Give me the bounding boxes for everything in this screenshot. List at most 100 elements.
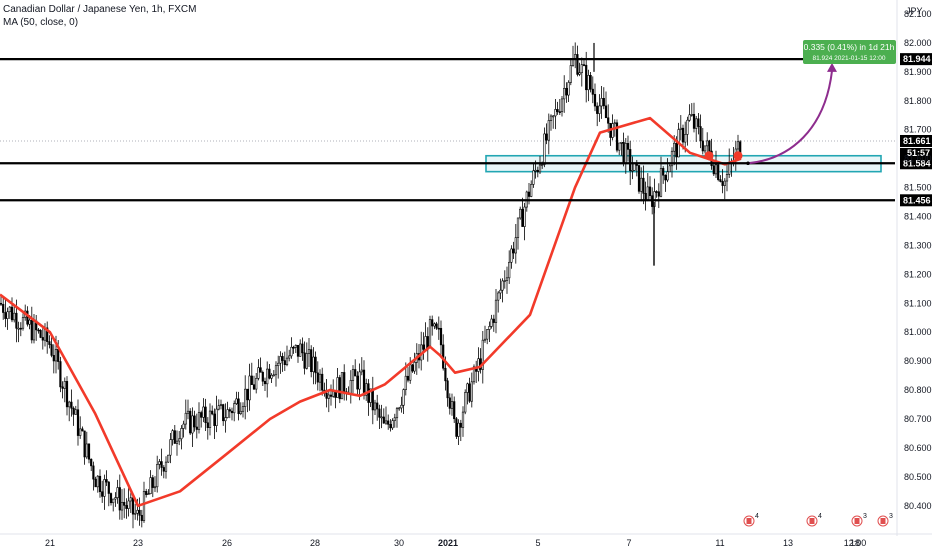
candle-body <box>349 380 352 394</box>
candle-body <box>52 355 55 362</box>
level-price-tag: 81.456 <box>900 194 932 207</box>
candle-body <box>437 327 440 330</box>
projection-arrow: 0.335 (0.41%) in 1d 21h 81.924 2021-01-15… <box>746 40 896 166</box>
price-tick-label: 82.000 <box>904 38 932 48</box>
candle-body <box>239 410 242 415</box>
indicator-legend[interactable]: MA (50, close, 0) <box>3 17 79 28</box>
candle-body <box>307 349 311 354</box>
candle-body <box>681 127 685 143</box>
candle-body <box>629 149 632 171</box>
candle-body <box>448 397 451 409</box>
candle-body <box>164 461 168 472</box>
candle-body <box>235 398 238 404</box>
candle-body <box>736 141 740 150</box>
candle-body <box>4 312 7 319</box>
candle-body <box>380 416 383 419</box>
candle-body <box>684 134 687 143</box>
candle-body <box>431 319 434 327</box>
candle-body <box>362 369 366 396</box>
candle-body <box>624 143 627 164</box>
candle-body <box>85 443 88 458</box>
candle-body <box>712 165 715 175</box>
candle-body <box>563 87 566 100</box>
projection-origin <box>746 161 750 166</box>
candle-body <box>490 318 493 327</box>
event-count: 3 <box>863 513 867 520</box>
candle-body <box>721 181 724 186</box>
price-tick-label: 81.200 <box>904 269 932 279</box>
symbol-title[interactable]: Canadian Dollar / Japanese Yen, 1h, FXCM <box>3 4 197 15</box>
candle-body <box>59 361 62 388</box>
candle-body <box>453 401 456 420</box>
target-box <box>803 40 896 64</box>
level-tag-text: 81.584 <box>903 158 931 168</box>
candle-body <box>327 394 330 399</box>
candle-body <box>182 423 185 429</box>
ma-path <box>0 116 742 508</box>
candle-body <box>376 402 379 410</box>
candle-body <box>81 428 84 432</box>
candle-body <box>688 114 691 121</box>
candle-body <box>488 326 491 330</box>
candle-body <box>477 358 480 372</box>
candle-body <box>54 349 58 362</box>
candle-body <box>486 329 489 340</box>
candle-body <box>74 409 77 415</box>
candle-body <box>558 111 561 113</box>
price-axis[interactable]: 80.400 80.500 80.600 80.700 80.800 80.900 81.0… <box>896 0 932 536</box>
candle-body <box>96 475 99 488</box>
candle-body <box>76 409 80 436</box>
candle-body <box>114 497 117 500</box>
candle-body <box>123 501 126 506</box>
candle-body <box>450 401 454 409</box>
projection-curve <box>747 70 833 165</box>
price-tick-label: 81.900 <box>904 67 932 77</box>
candle-body <box>233 403 236 414</box>
candle-body <box>497 292 500 301</box>
price-tick-label: 80.600 <box>904 443 932 453</box>
candle-body <box>274 365 278 376</box>
candle-body <box>98 475 102 493</box>
candle-body <box>246 388 249 401</box>
time-tick-label: 26 <box>222 538 232 548</box>
candle-body <box>690 113 693 116</box>
candle-body <box>200 412 203 418</box>
candle-body <box>340 372 344 400</box>
candle-body <box>549 115 553 121</box>
candle-body <box>325 392 328 399</box>
candle-body <box>673 142 676 152</box>
candle-body <box>508 261 511 279</box>
candle-body <box>481 339 484 370</box>
currency-label: JPY <box>906 6 923 16</box>
candle-body <box>389 424 392 429</box>
candle-body <box>576 54 579 75</box>
candle-body <box>285 357 289 366</box>
candle-body <box>637 165 641 192</box>
candle-body <box>567 82 570 96</box>
candle-body <box>202 406 205 418</box>
candle-body <box>697 118 700 127</box>
candle-body <box>279 356 282 364</box>
event-count: 4 <box>755 513 759 520</box>
candle-body <box>631 170 634 172</box>
current-price-tag-text: 81.661 <box>903 136 931 146</box>
time-tick-label: 11 <box>715 538 724 548</box>
candle-body <box>197 412 201 430</box>
candle-body <box>118 487 121 511</box>
candle-body <box>532 170 535 185</box>
time-tick-label: 30 <box>394 538 404 548</box>
candle-body <box>206 422 209 429</box>
candle-body <box>112 498 115 504</box>
candle-body <box>409 364 412 381</box>
candle-body <box>37 329 40 332</box>
candle-body <box>149 477 152 494</box>
candle-body <box>65 381 69 408</box>
candle-body <box>585 64 588 91</box>
candle-body <box>538 164 542 173</box>
candle-body <box>134 512 137 515</box>
price-tick-label: 81.100 <box>904 298 932 308</box>
candle-body <box>596 105 599 114</box>
candle-body <box>21 317 25 329</box>
